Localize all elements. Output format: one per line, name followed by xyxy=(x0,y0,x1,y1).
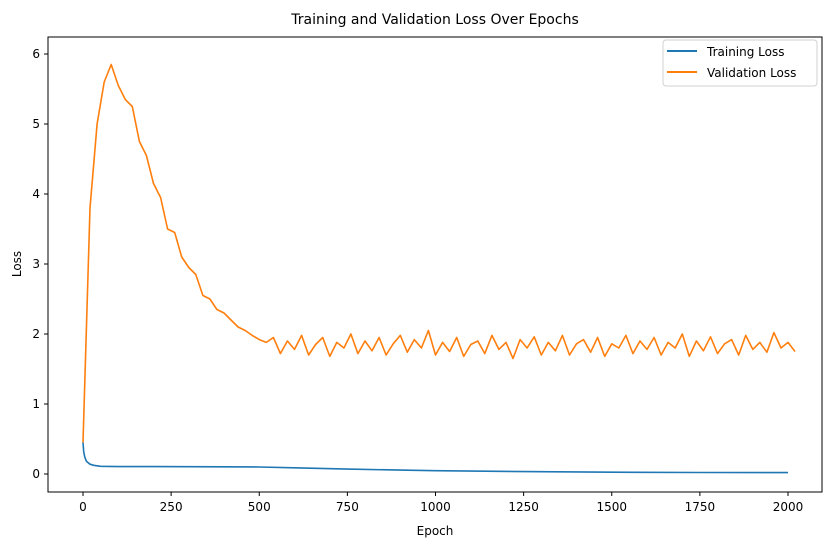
y-tick-label: 1 xyxy=(32,397,40,411)
validation-loss-line xyxy=(82,63,796,443)
legend: Training Loss Validation Loss xyxy=(662,39,818,87)
x-tick-label: 250 xyxy=(160,500,183,514)
x-tick-label: 1000 xyxy=(420,500,451,514)
y-axis-label: Loss xyxy=(10,251,24,277)
y-tick-label: 6 xyxy=(32,47,40,61)
y-tick-label: 4 xyxy=(32,187,40,201)
chart-title: Training and Validation Loss Over Epochs xyxy=(290,12,579,28)
x-tick-label: 1500 xyxy=(596,500,627,514)
x-tick-label: 750 xyxy=(336,500,359,514)
y-tick-label: 5 xyxy=(32,117,40,131)
axes-frame xyxy=(47,36,823,493)
legend-box xyxy=(662,39,818,87)
x-tick-label: 1250 xyxy=(508,500,539,514)
x-tick-label: 1750 xyxy=(685,500,716,514)
y-tick-label: 3 xyxy=(32,257,40,271)
x-tick-label: 2000 xyxy=(773,500,804,514)
y-tick-label: 2 xyxy=(32,327,40,341)
y-tick-label: 0 xyxy=(32,467,40,481)
x-tick-label: 500 xyxy=(248,500,271,514)
legend-label-training: Training Loss xyxy=(706,45,784,59)
legend-label-validation: Validation Loss xyxy=(707,66,796,80)
x-tick-label: 0 xyxy=(79,500,87,514)
training-loss-line xyxy=(82,442,789,474)
x-axis-label: Epoch xyxy=(417,524,454,538)
